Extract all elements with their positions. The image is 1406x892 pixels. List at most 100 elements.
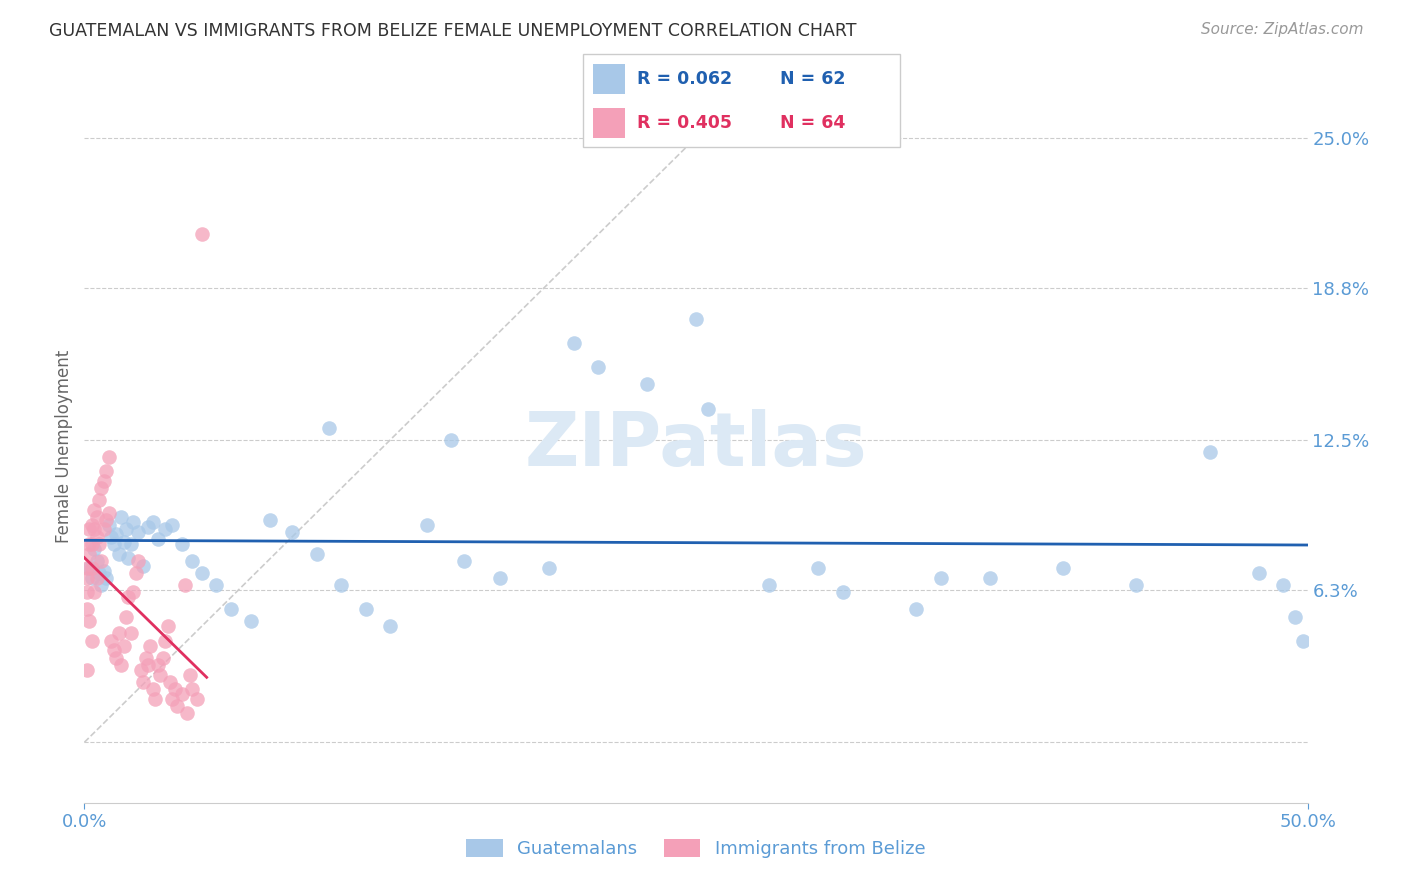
- Point: [76, 571, 98, 585]
- Point: [173, 578, 195, 592]
- Text: N = 62: N = 62: [779, 70, 845, 87]
- Point: [453, 554, 475, 568]
- Point: [93, 523, 115, 537]
- Point: [76, 602, 98, 616]
- Point: [80, 571, 103, 585]
- Point: [305, 547, 328, 561]
- Point: [96, 464, 118, 478]
- Point: [77, 537, 100, 551]
- Point: [152, 650, 174, 665]
- Point: [153, 523, 176, 537]
- Point: [149, 667, 172, 681]
- Point: [86, 510, 108, 524]
- Text: R = 0.062: R = 0.062: [637, 70, 733, 87]
- Point: [142, 515, 165, 529]
- Point: [1292, 633, 1315, 648]
- Point: [83, 585, 105, 599]
- Point: [117, 551, 139, 566]
- Point: [162, 691, 184, 706]
- Point: [191, 227, 214, 242]
- Point: [110, 657, 132, 672]
- FancyBboxPatch shape: [593, 108, 624, 138]
- Point: [1247, 566, 1270, 580]
- Point: [259, 513, 281, 527]
- Point: [159, 674, 181, 689]
- Point: [979, 571, 1001, 585]
- Point: [87, 493, 110, 508]
- Point: [162, 517, 184, 532]
- Point: [139, 639, 162, 653]
- Point: [100, 633, 122, 648]
- Point: [103, 537, 125, 551]
- Point: [97, 450, 120, 464]
- Legend: Guatemalans, Immigrants from Belize: Guatemalans, Immigrants from Belize: [460, 831, 932, 865]
- Point: [1284, 609, 1306, 624]
- Point: [136, 657, 159, 672]
- Point: [489, 571, 512, 585]
- Point: [93, 474, 115, 488]
- Point: [929, 571, 952, 585]
- Point: [115, 523, 138, 537]
- Point: [416, 517, 439, 532]
- Point: [281, 524, 304, 539]
- Point: [146, 657, 169, 672]
- Point: [181, 682, 204, 697]
- Point: [117, 590, 139, 604]
- Point: [77, 547, 100, 561]
- Point: [586, 360, 609, 375]
- Point: [758, 578, 780, 592]
- Point: [125, 566, 148, 580]
- Point: [172, 687, 194, 701]
- Point: [107, 547, 129, 561]
- Point: [697, 401, 720, 416]
- Point: [1125, 578, 1147, 592]
- Point: [807, 561, 830, 575]
- Point: [354, 602, 377, 616]
- Point: [179, 667, 201, 681]
- Point: [127, 524, 149, 539]
- Text: GUATEMALAN VS IMMIGRANTS FROM BELIZE FEMALE UNEMPLOYMENT CORRELATION CHART: GUATEMALAN VS IMMIGRANTS FROM BELIZE FEM…: [49, 22, 856, 40]
- Point: [77, 615, 100, 629]
- Point: [120, 537, 142, 551]
- Point: [115, 609, 138, 624]
- Point: [538, 561, 561, 575]
- Point: [86, 554, 108, 568]
- Text: N = 64: N = 64: [779, 114, 845, 132]
- Point: [122, 515, 145, 529]
- Point: [87, 566, 110, 580]
- Point: [142, 682, 165, 697]
- Point: [97, 517, 120, 532]
- Point: [440, 433, 463, 447]
- Point: [205, 578, 228, 592]
- Point: [136, 520, 159, 534]
- Y-axis label: Female Unemployment: Female Unemployment: [55, 350, 73, 542]
- Point: [685, 312, 707, 326]
- Point: [120, 626, 142, 640]
- Point: [156, 619, 179, 633]
- Point: [87, 537, 110, 551]
- Point: [905, 602, 928, 616]
- Point: [86, 571, 108, 585]
- Point: [110, 510, 132, 524]
- Point: [129, 663, 152, 677]
- Point: [107, 626, 129, 640]
- Point: [831, 585, 853, 599]
- Point: [76, 585, 98, 599]
- Point: [77, 561, 100, 575]
- Point: [146, 532, 169, 546]
- Point: [143, 691, 166, 706]
- Point: [1272, 578, 1295, 592]
- Text: Source: ZipAtlas.com: Source: ZipAtlas.com: [1201, 22, 1364, 37]
- Point: [636, 377, 658, 392]
- Point: [181, 554, 204, 568]
- Point: [112, 639, 135, 653]
- Point: [100, 530, 122, 544]
- Text: R = 0.405: R = 0.405: [637, 114, 733, 132]
- Point: [83, 503, 105, 517]
- Point: [166, 699, 188, 714]
- Point: [135, 650, 157, 665]
- Point: [153, 633, 176, 648]
- Text: ZIPatlas: ZIPatlas: [524, 409, 868, 483]
- Point: [80, 633, 103, 648]
- Point: [77, 523, 100, 537]
